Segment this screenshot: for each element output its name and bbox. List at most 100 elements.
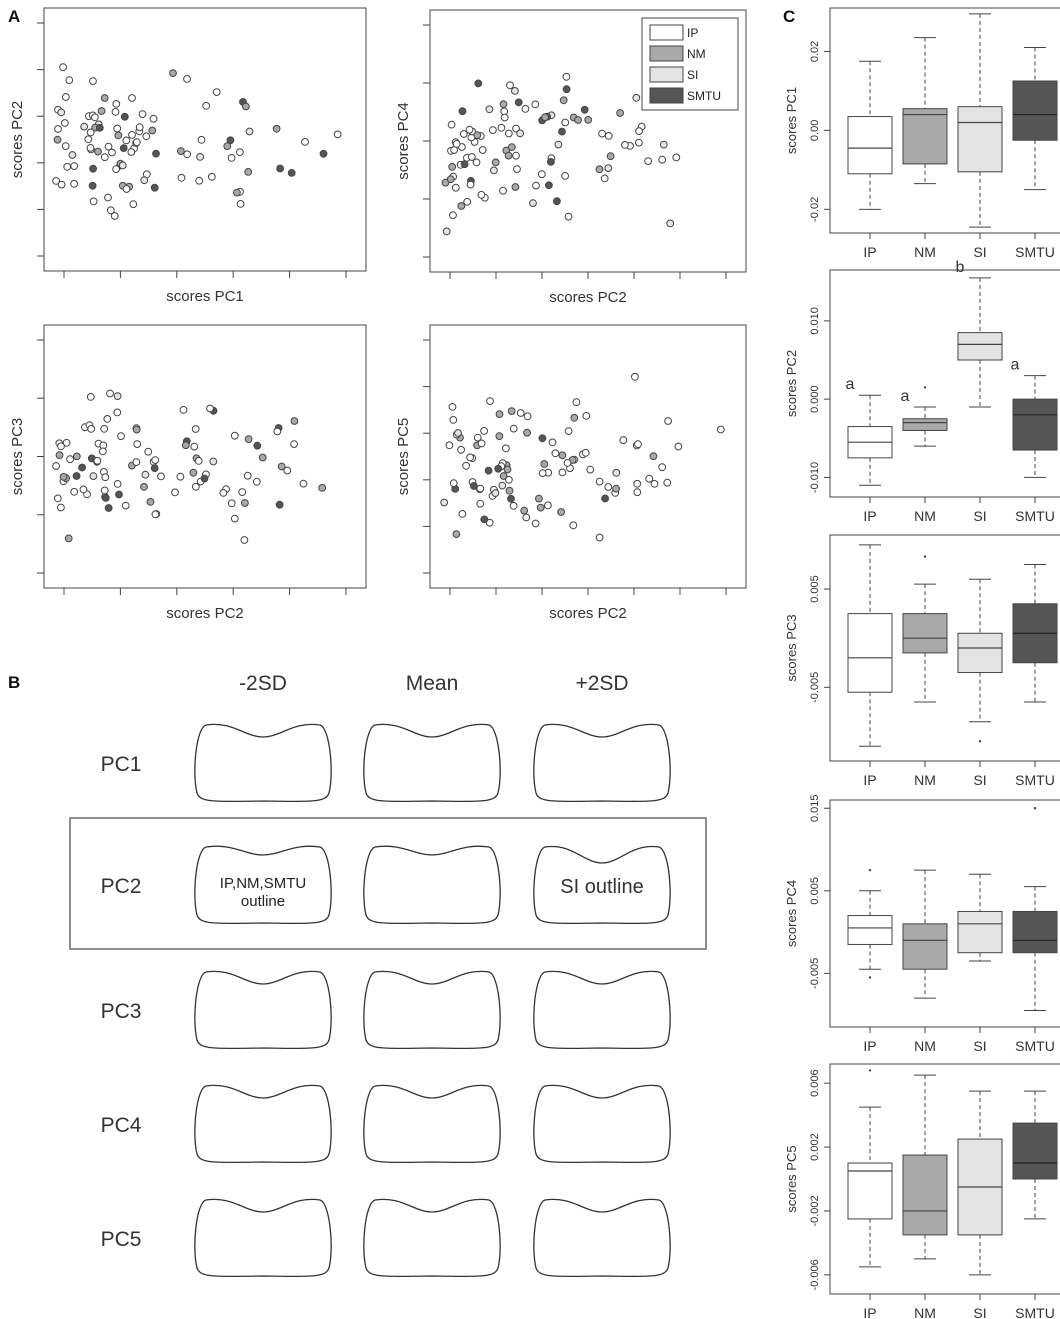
scatter-point [101, 473, 110, 482]
scatter-point [95, 124, 104, 132]
shape-outline [194, 723, 332, 803]
scatter-point [559, 96, 568, 105]
x-tick-label: NM [914, 772, 936, 788]
scatter-point [473, 433, 482, 442]
y-tick-label: 0.005 [809, 877, 821, 905]
scatter-point [127, 148, 136, 156]
x-axis-label: scores PC1 [166, 288, 244, 305]
scatter-point [290, 417, 299, 425]
scatter-point [514, 98, 523, 107]
scatter-point [132, 138, 141, 147]
scatter-point [146, 498, 155, 506]
scatter-point [89, 77, 97, 85]
scatter-point [447, 120, 456, 129]
y-tick-label: -0.02 [809, 197, 821, 222]
x-tick-label: IP [863, 1038, 876, 1054]
scatter-point [649, 452, 658, 461]
scatter-point [65, 76, 74, 84]
box [847, 116, 893, 175]
scatter-point [241, 499, 249, 507]
row-label: PC5 [101, 1228, 142, 1251]
scatter-point [111, 108, 120, 116]
scatter-point [177, 147, 185, 156]
scatter-point [604, 132, 613, 140]
scatter-point [70, 179, 78, 188]
scatter-point [191, 482, 200, 491]
scatter-point [452, 530, 461, 538]
scatter-point [457, 202, 466, 210]
scatter-point [633, 488, 642, 497]
y-tick-label: 0.000 [809, 385, 821, 413]
x-tick-label: SMTU [1015, 508, 1055, 524]
scatter-point [512, 151, 520, 160]
scatter-point [581, 448, 590, 457]
significance-letter: b [956, 259, 965, 276]
scatter-point [97, 107, 106, 115]
scatter-point [72, 452, 81, 461]
scatter-point [507, 143, 516, 152]
scatter-point [529, 199, 537, 208]
scatter-point [94, 147, 102, 156]
scatter-point [106, 389, 114, 398]
scatter-point [230, 514, 239, 523]
scatter-point [238, 488, 247, 497]
scatter-point [202, 101, 211, 110]
panel-letter-c: C [783, 7, 795, 26]
scatter-point [78, 463, 86, 472]
scatter-point [633, 479, 642, 488]
scatter-point [276, 164, 285, 173]
scatter-point [466, 180, 475, 189]
scatter-point [219, 489, 228, 497]
plot-frame [43, 7, 367, 272]
y-tick-label: 0.02 [809, 41, 821, 62]
y-axis-label: scores PC1 [784, 87, 799, 154]
x-tick-label: SMTU [1015, 1305, 1055, 1319]
scatter-point [480, 515, 489, 524]
x-tick-label: SI [973, 1305, 986, 1319]
scatter-point [511, 183, 520, 191]
scatter-point [569, 521, 578, 530]
shape-outline [533, 970, 671, 1050]
y-tick-label: 0.010 [809, 307, 821, 335]
scatter-point [55, 451, 64, 460]
scatter-point [666, 219, 675, 228]
legend-swatch [649, 24, 684, 41]
shape-outline [533, 845, 671, 925]
scatter-point [498, 481, 507, 490]
scatter-point [634, 440, 642, 449]
y-axis-label: scores PC2 [9, 101, 26, 179]
column-header: +2SD [575, 672, 628, 695]
legend: IP NM SI SMTU [641, 17, 739, 111]
scatter-point [120, 112, 129, 121]
scatter-point [616, 109, 624, 117]
scatter-point [104, 504, 113, 512]
scatter-point [497, 123, 506, 132]
scatter-point [586, 465, 595, 474]
x-tick-label: NM [914, 508, 936, 524]
box [957, 632, 1003, 674]
outlier [978, 740, 982, 743]
x-tick-label: IP [863, 508, 876, 524]
scatter-point [290, 440, 299, 449]
scatter-point [79, 485, 88, 494]
scatter-point [457, 445, 466, 454]
column-header: Mean [406, 672, 459, 695]
pc2-minus-note: outline [241, 893, 285, 910]
shape-outline [533, 1198, 671, 1278]
boxplot-pc1: scores PC1 -0.02 0.00 0.02 IP NM SI SMTU [784, 7, 1060, 260]
x-tick-label: SI [973, 244, 986, 260]
scatter-point [532, 181, 540, 190]
scatter-point [118, 161, 127, 170]
scatter-point [500, 113, 509, 122]
scatter-point [509, 424, 518, 433]
scatter-point [117, 432, 125, 441]
scatter-point [135, 123, 144, 132]
significance-letter: a [901, 388, 910, 405]
scatter-point [448, 162, 457, 171]
scatter-point [474, 79, 483, 88]
x-tick-label: SMTU [1015, 244, 1055, 260]
scatter-point [513, 165, 521, 174]
scatter-point [548, 438, 557, 447]
shape-outline [363, 1084, 501, 1164]
